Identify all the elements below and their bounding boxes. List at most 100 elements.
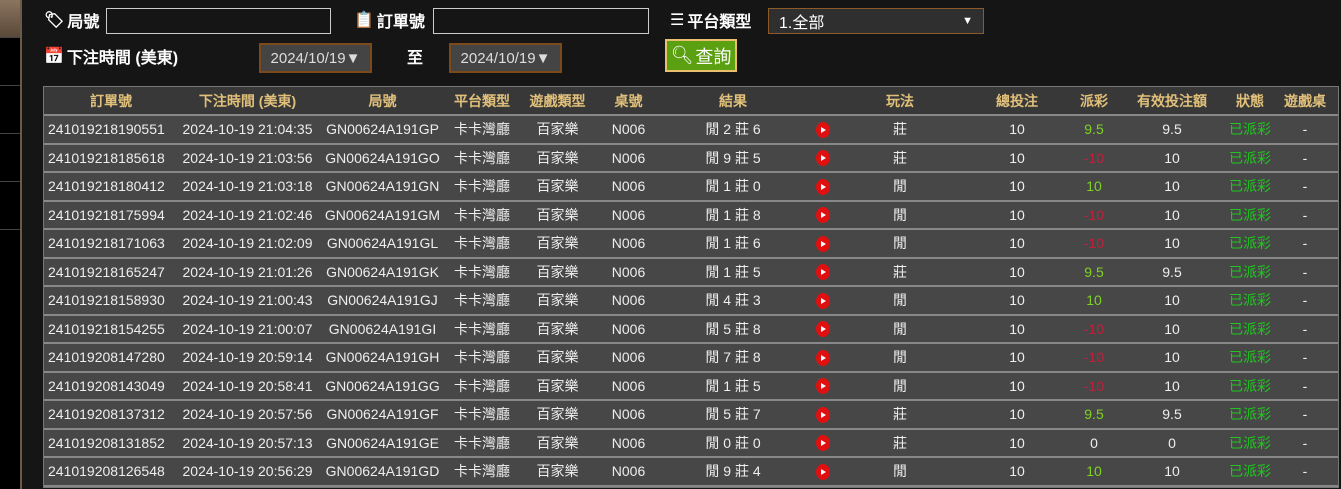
table-row[interactable]: 241019218175994 2024-10-19 21:02:46 GN0062… <box>44 200 1338 230</box>
cell-payout: 10 <box>1072 172 1116 202</box>
header-bet-type: 玩法 <box>838 87 962 116</box>
sidebar-tab[interactable] <box>0 134 20 182</box>
round-input[interactable] <box>106 8 331 34</box>
sidebar <box>0 0 20 489</box>
sidebar-tab[interactable] <box>0 182 20 230</box>
header-game-table: 遊戲桌 <box>1272 87 1338 116</box>
sidebar-tab[interactable] <box>0 0 20 38</box>
cell-round-no: GN00624A191GG <box>317 371 448 401</box>
header-order-no: 訂單號 <box>44 87 178 116</box>
cell-replay <box>808 172 838 202</box>
cell-game-table: - <box>1272 172 1338 202</box>
play-video-icon[interactable] <box>816 321 830 338</box>
cell-order-no: 241019208143049 <box>44 371 178 401</box>
cell-status: 已派彩 <box>1228 200 1272 230</box>
play-video-icon[interactable] <box>816 435 830 452</box>
order-label: 📋 訂單號 <box>354 12 425 31</box>
cell-status: 已派彩 <box>1228 143 1272 173</box>
cell-round-no: GN00624A191GI <box>317 314 448 344</box>
cell-order-no: 241019208147280 <box>44 343 178 373</box>
play-video-icon[interactable] <box>816 121 830 138</box>
cell-table-no: N006 <box>599 457 658 487</box>
cell-order-no: 241019208126548 <box>44 457 178 487</box>
table-row[interactable]: 241019208143049 2024-10-19 20:58:41 GN0062… <box>44 371 1338 401</box>
cell-valid-bet: 10 <box>1116 200 1228 230</box>
clipboard-icon: 📋 <box>354 12 374 29</box>
cell-replay <box>808 457 838 487</box>
search-button[interactable]: 🔍︎ 查詢 <box>665 39 737 72</box>
header-status: 狀態 <box>1228 87 1272 116</box>
play-video-icon[interactable] <box>816 378 830 395</box>
play-video-icon[interactable] <box>816 349 830 366</box>
table-row[interactable]: 241019208126548 2024-10-19 20:56:29 GN0062… <box>44 457 1338 487</box>
sidebar-tab[interactable] <box>0 38 20 86</box>
cell-platform: 卡卡灣廳 <box>448 343 516 373</box>
cell-result: 閒 0 莊 0 <box>658 428 808 458</box>
cell-bet-time: 2024-10-19 20:58:41 <box>178 371 317 401</box>
cell-replay <box>808 343 838 373</box>
table-row[interactable]: 241019218154255 2024-10-19 21:00:07 GN0062… <box>44 314 1338 344</box>
header-game-type: 遊戲類型 <box>516 87 599 116</box>
cell-order-no: 241019208137312 <box>44 400 178 430</box>
cell-payout: -10 <box>1072 314 1116 344</box>
header-round-no: 局號 <box>317 87 448 116</box>
cell-bet-time: 2024-10-19 21:01:26 <box>178 257 317 287</box>
order-input[interactable] <box>433 8 649 34</box>
table-row[interactable]: 241019208147280 2024-10-19 20:59:14 GN0062… <box>44 343 1338 373</box>
sidebar-tab[interactable] <box>0 86 20 134</box>
cell-bet-time: 2024-10-19 21:04:35 <box>178 115 317 145</box>
cell-round-no: GN00624A191GD <box>317 457 448 487</box>
cell-game-type: 百家樂 <box>516 229 599 259</box>
play-video-icon[interactable] <box>816 292 830 309</box>
header-table-no: 桌號 <box>599 87 658 116</box>
table-row[interactable]: 241019218180412 2024-10-19 21:03:18 GN0062… <box>44 172 1338 202</box>
cell-bet-type: 莊 <box>838 400 962 430</box>
play-video-icon[interactable] <box>816 235 830 252</box>
cell-result: 閒 1 莊 5 <box>658 257 808 287</box>
table-row[interactable]: 241019208131852 2024-10-19 20:57:13 GN0062… <box>44 428 1338 458</box>
date-to-picker[interactable]: 2024/10/19▼ <box>449 43 562 73</box>
search-icon: 🔍︎ <box>670 45 694 65</box>
play-video-icon[interactable] <box>816 178 830 195</box>
platform-select[interactable]: 1.全部 ▼ <box>768 8 984 34</box>
cell-valid-bet: 10 <box>1116 371 1228 401</box>
play-video-icon[interactable] <box>816 264 830 281</box>
play-video-icon[interactable] <box>816 463 830 480</box>
cell-bet-type: 閒 <box>838 371 962 401</box>
date-from-picker[interactable]: 2024/10/19▼ <box>259 43 372 73</box>
cell-round-no: GN00624A191GP <box>317 115 448 145</box>
bet-records-table: 訂單號 下注時間 (美東) 局號 平台類型 遊戲類型 桌號 結果 玩法 總投注 派彩 有效投注額 狀態… <box>43 86 1339 488</box>
cell-round-no: GN00624A191GF <box>317 400 448 430</box>
platform-label: ☰ 平台類型 <box>670 12 752 31</box>
cell-replay <box>808 400 838 430</box>
cell-valid-bet: 10 <box>1116 457 1228 487</box>
cell-total-bet: 10 <box>962 229 1072 259</box>
table-header: 訂單號 下注時間 (美東) 局號 平台類型 遊戲類型 桌號 結果 玩法 總投注 派彩 有效投注額 狀態… <box>44 87 1338 116</box>
cell-status: 已派彩 <box>1228 229 1272 259</box>
cell-game-table: - <box>1272 200 1338 230</box>
cell-order-no: 241019218165247 <box>44 257 178 287</box>
table-row[interactable]: 241019218190551 2024-10-19 21:04:35 GN0062… <box>44 115 1338 145</box>
cell-total-bet: 10 <box>962 314 1072 344</box>
table-row[interactable]: 241019218158930 2024-10-19 21:00:43 GN0062… <box>44 286 1338 316</box>
cell-platform: 卡卡灣廳 <box>448 371 516 401</box>
time-label: 📅 下注時間 (美東) <box>44 48 179 67</box>
play-video-icon[interactable] <box>816 207 830 224</box>
cell-table-no: N006 <box>599 428 658 458</box>
cell-game-table: - <box>1272 400 1338 430</box>
cell-total-bet: 10 <box>962 343 1072 373</box>
table-row[interactable]: 241019218185618 2024-10-19 21:03:56 GN0062… <box>44 143 1338 173</box>
to-label: 至 <box>407 50 424 67</box>
cell-bet-type: 閒 <box>838 200 962 230</box>
cell-round-no: GN00624A191GE <box>317 428 448 458</box>
table-row[interactable]: 241019218165247 2024-10-19 21:01:26 GN0062… <box>44 257 1338 287</box>
table-row[interactable]: 241019218171063 2024-10-19 21:02:09 GN0062… <box>44 229 1338 259</box>
cell-game-table: - <box>1272 314 1338 344</box>
cell-bet-time: 2024-10-19 21:03:56 <box>178 143 317 173</box>
cell-replay <box>808 314 838 344</box>
cell-total-bet: 10 <box>962 371 1072 401</box>
table-row[interactable]: 241019208137312 2024-10-19 20:57:56 GN0062… <box>44 400 1338 430</box>
cell-result: 閒 1 莊 5 <box>658 371 808 401</box>
play-video-icon[interactable] <box>816 150 830 167</box>
play-video-icon[interactable] <box>816 406 830 423</box>
